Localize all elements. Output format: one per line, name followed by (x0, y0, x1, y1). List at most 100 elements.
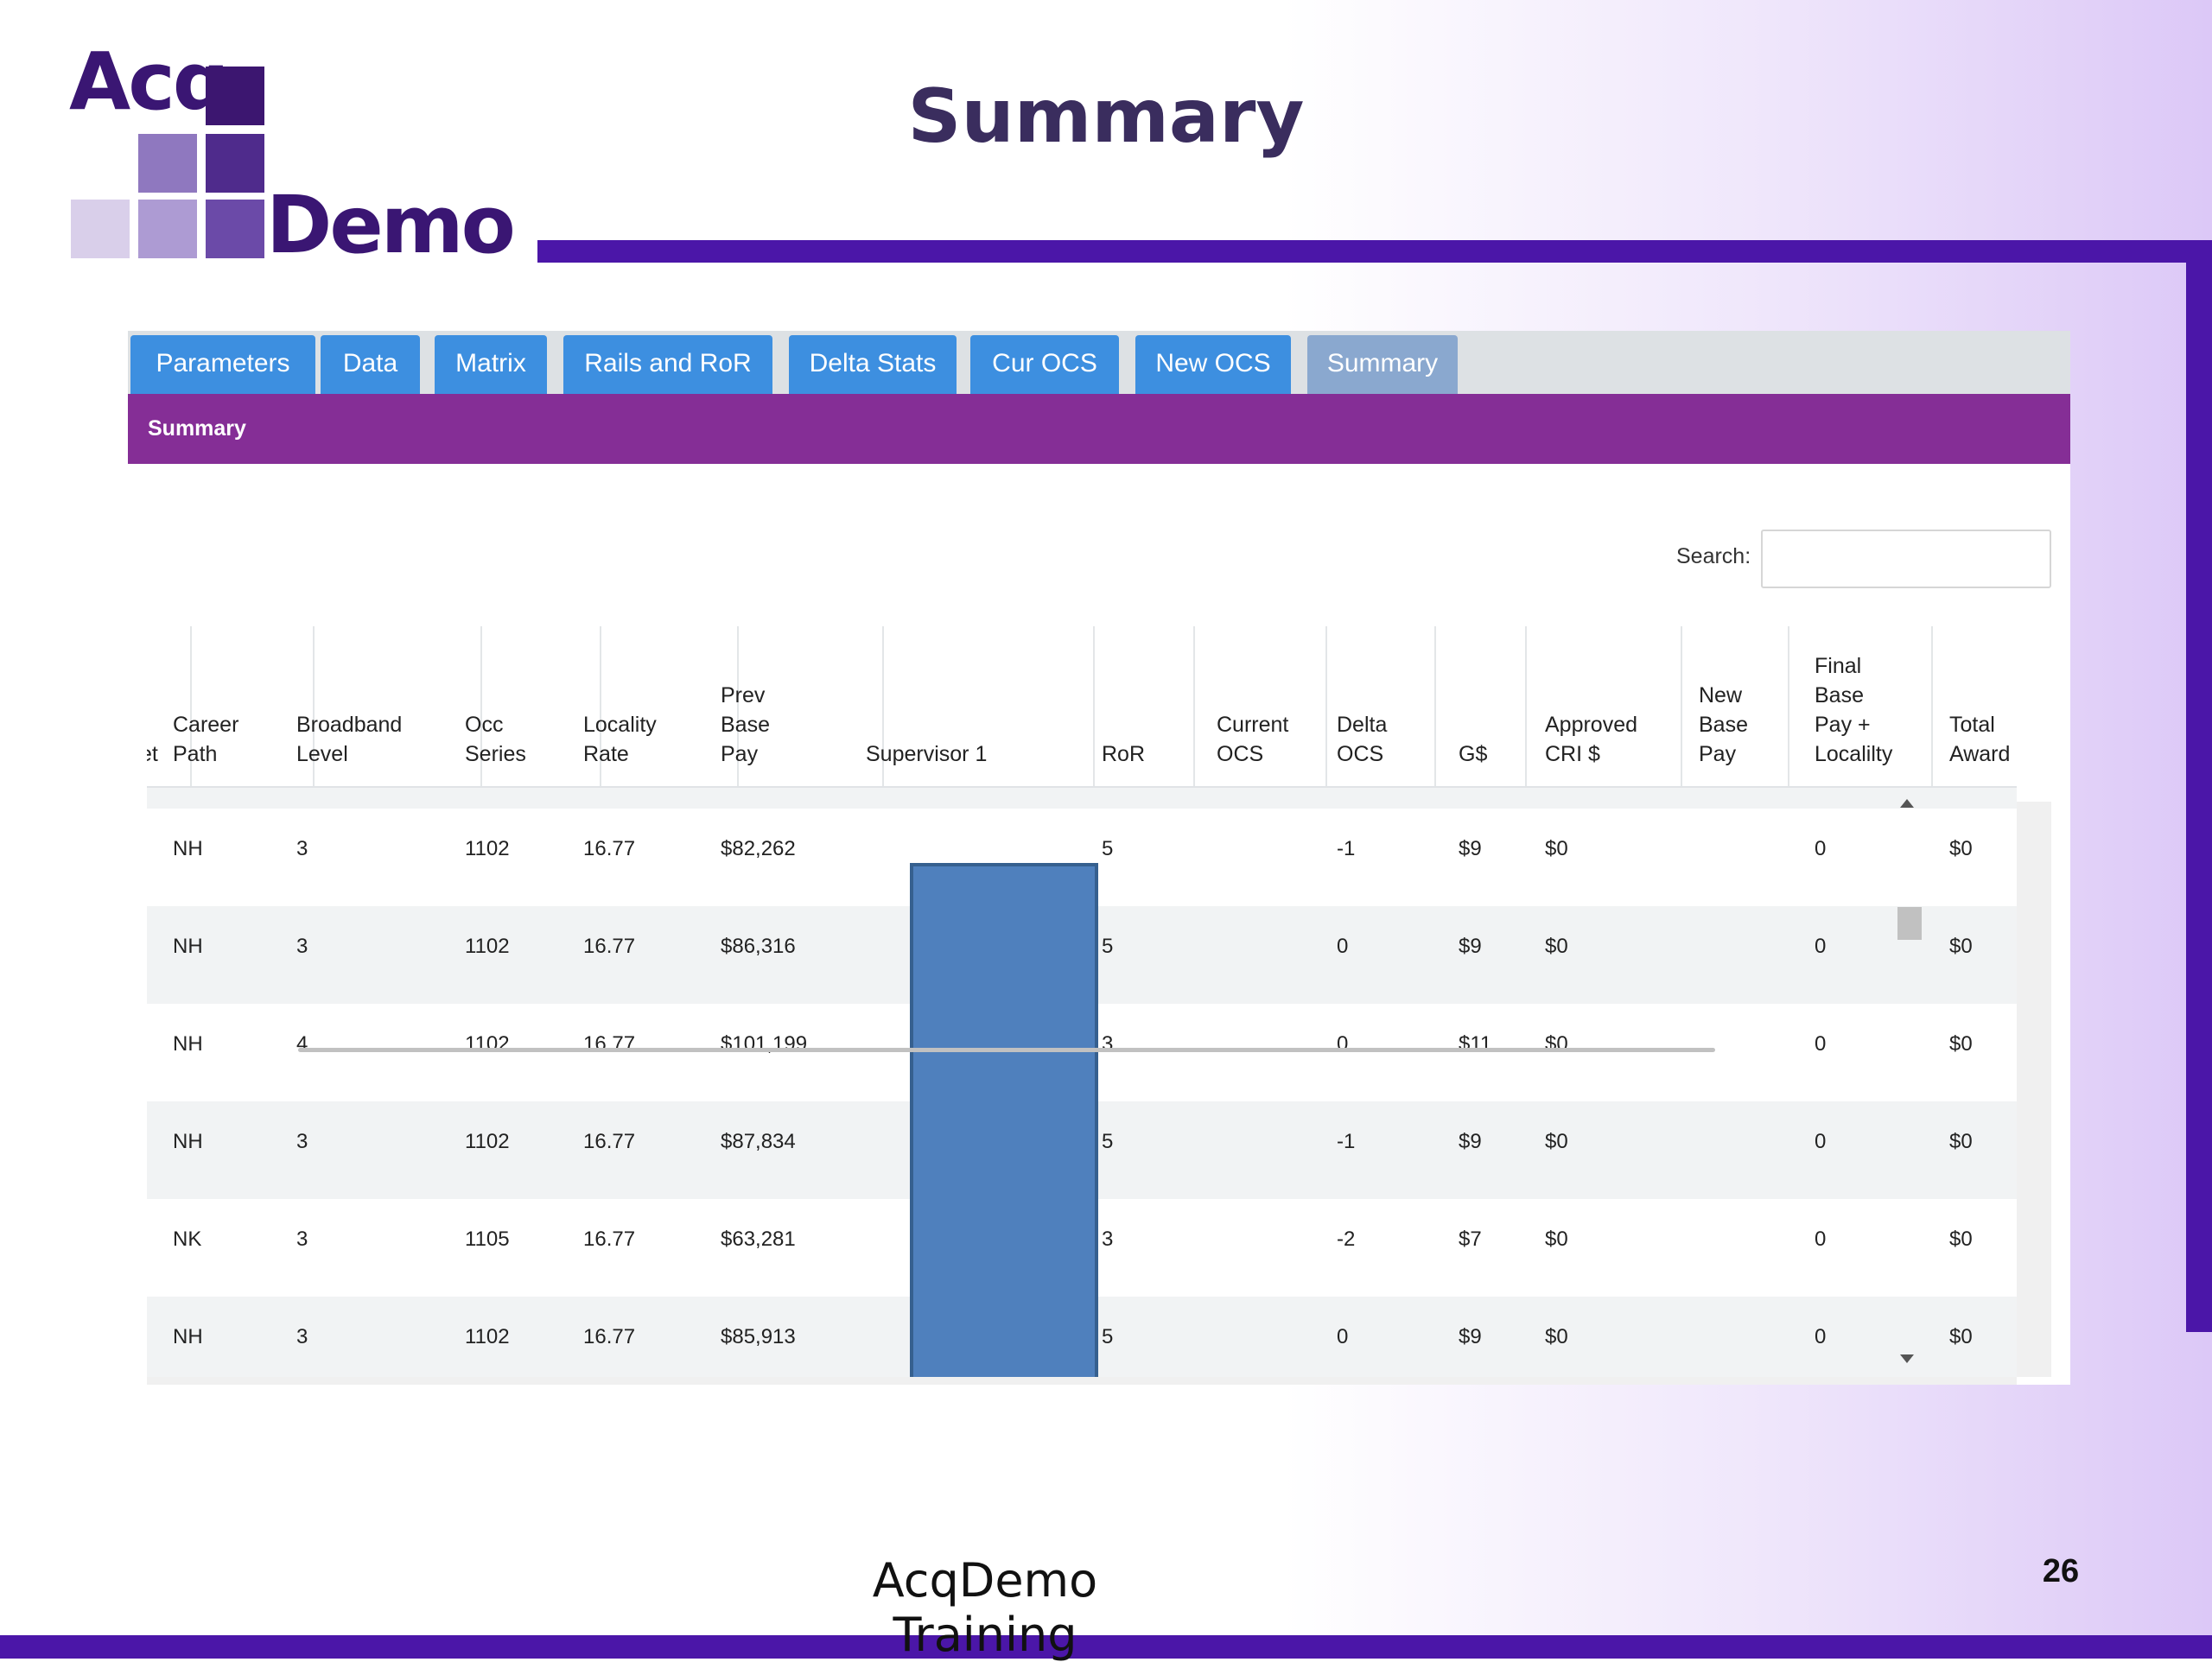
cell-delta-ocs: 0 (1337, 935, 1349, 958)
slide-footer: AcqDemo Training (872, 1553, 1098, 1662)
col-header-career-path[interactable]: Career Path (173, 626, 238, 786)
cell-locality-rate: 16.77 (583, 1032, 636, 1056)
column-header-label: Occ Series (465, 713, 526, 766)
vertical-scrollbar-thumb[interactable] (1897, 907, 1922, 940)
column-header-label: Total Award (1949, 713, 2011, 766)
logo-square (206, 67, 264, 125)
col-header-ror[interactable]: RoR (1102, 626, 1145, 786)
logo-square (138, 134, 197, 193)
cell-total-award: $0 (1949, 935, 1973, 958)
column-header-label: New Base Pay (1699, 683, 1748, 766)
cell-g-dollars: $11 (1459, 1032, 1492, 1056)
cell-occ-series: 1102 (465, 837, 510, 860)
cell-prev-base-pay: $86,316 (721, 935, 796, 958)
horizontal-scrollbar-thumb[interactable] (298, 1048, 1715, 1052)
cell-broadband-level: 3 (296, 935, 308, 958)
cell-ror: 5 (1102, 837, 1114, 860)
cell-delta-ocs: 0 (1337, 1325, 1349, 1348)
cell-locality-rate: 16.77 (583, 1325, 636, 1348)
logo-square (206, 200, 264, 258)
col-header-final-base-pay[interactable]: Final Base Pay + Localilty (1815, 626, 1892, 786)
column-header-label: Locality Rate (583, 713, 657, 766)
cell-final-base-pay: 0 (1815, 1032, 1827, 1056)
acqdemo-logo: Acq Demo (69, 42, 516, 268)
cell-total-award: $0 (1949, 837, 1973, 860)
cell-locality-rate: 16.77 (583, 1130, 636, 1153)
cell-prev-base-pay: $63,281 (721, 1227, 796, 1251)
title-divider-bar (537, 240, 2212, 263)
column-header-label: Prev Base Pay (721, 683, 770, 766)
cell-ror: 3 (1102, 1227, 1114, 1251)
cell-locality-rate: 16.77 (583, 935, 636, 958)
tab-parameters[interactable]: Parameters (130, 335, 315, 394)
col-header-approved-cri[interactable]: Approved CRI $ (1545, 626, 1637, 786)
tab-data[interactable]: Data (321, 335, 420, 394)
slide-title: Summary (907, 73, 1305, 160)
logo-square (71, 200, 130, 258)
cell-prev-base-pay: $85,913 (721, 1325, 796, 1348)
cell-total-award: $0 (1949, 1325, 1973, 1348)
column-header-label: Broadband Level (296, 713, 403, 766)
tab-rails-and-ror[interactable]: Rails and RoR (563, 335, 772, 394)
tab-new-ocs[interactable]: New OCS (1135, 335, 1291, 394)
cell-prev-base-pay: $101,199 (721, 1032, 808, 1056)
logo-square (138, 200, 197, 258)
col-header-delta-ocs[interactable]: Delta OCS (1337, 626, 1387, 786)
search-input[interactable] (1761, 530, 2051, 588)
col-header-partial[interactable]: et (147, 626, 158, 786)
tab-summary[interactable]: Summary (1307, 335, 1458, 394)
section-header: Summary (128, 394, 2070, 464)
cell-career-path: NH (173, 1130, 203, 1153)
cell-final-base-pay: 0 (1815, 1227, 1827, 1251)
col-header-g-dollars[interactable]: G$ (1459, 626, 1487, 786)
cell-g-dollars: $9 (1459, 837, 1482, 860)
cell-delta-ocs: -2 (1337, 1227, 1356, 1251)
cell-approved-cri: $0 (1545, 837, 1568, 860)
cell-approved-cri: $0 (1545, 1032, 1568, 1056)
scroll-up-arrow-icon[interactable] (1900, 799, 1914, 808)
column-header-label: RoR (1102, 742, 1146, 766)
cell-final-base-pay: 0 (1815, 1325, 1827, 1348)
col-header-current-ocs[interactable]: Current OCS (1217, 626, 1288, 786)
col-header-occ-series[interactable]: Occ Series (465, 626, 526, 786)
col-header-prev-base-pay[interactable]: Prev Base Pay (721, 626, 770, 786)
cell-delta-ocs: -1 (1337, 1130, 1356, 1153)
logo-text-demo: Demo (266, 179, 516, 271)
cell-prev-base-pay: $82,262 (721, 837, 796, 860)
column-header-label: Final Base Pay + Localilty (1815, 654, 1893, 766)
cell-g-dollars: $9 (1459, 1130, 1482, 1153)
col-header-broadband-level[interactable]: Broadband Level (296, 626, 402, 786)
cell-career-path: NK (173, 1227, 202, 1251)
horizontal-scrollbar[interactable] (147, 1377, 2017, 1385)
cell-occ-series: 1102 (465, 1032, 510, 1056)
cell-final-base-pay: 0 (1815, 1130, 1827, 1153)
column-header-label: Approved CRI $ (1545, 713, 1638, 766)
col-header-locality-rate[interactable]: Locality Rate (583, 626, 657, 786)
table-spacer-row (147, 788, 2017, 809)
cell-approved-cri: $0 (1545, 935, 1568, 958)
col-header-new-base-pay[interactable]: New Base Pay (1699, 626, 1748, 786)
tab-cur-ocs[interactable]: Cur OCS (970, 335, 1119, 394)
tab-delta-stats[interactable]: Delta Stats (789, 335, 957, 394)
scroll-down-arrow-icon[interactable] (1900, 1354, 1914, 1363)
cell-broadband-level: 3 (296, 837, 308, 860)
cell-locality-rate: 16.77 (583, 1227, 636, 1251)
cell-locality-rate: 16.77 (583, 837, 636, 860)
column-header-label: et (147, 742, 158, 766)
cell-occ-series: 1105 (465, 1227, 510, 1251)
col-header-total-award[interactable]: Total Award (1949, 626, 2010, 786)
cell-ror: 5 (1102, 1130, 1114, 1153)
vertical-scrollbar[interactable] (2017, 802, 2051, 1377)
cell-total-award: $0 (1949, 1032, 1973, 1056)
cell-broadband-level: 3 (296, 1325, 308, 1348)
cell-ror: 5 (1102, 1325, 1114, 1348)
tab-matrix[interactable]: Matrix (435, 335, 547, 394)
col-header-supervisor-1[interactable]: Supervisor 1 (866, 626, 987, 786)
cell-total-award: $0 (1949, 1227, 1973, 1251)
cell-occ-series: 1102 (465, 935, 510, 958)
column-header-label: Supervisor 1 (866, 742, 988, 766)
column-header-label: Delta OCS (1337, 713, 1388, 766)
cell-career-path: NH (173, 935, 203, 958)
cell-occ-series: 1102 (465, 1130, 510, 1153)
cell-delta-ocs: 0 (1337, 1032, 1349, 1056)
